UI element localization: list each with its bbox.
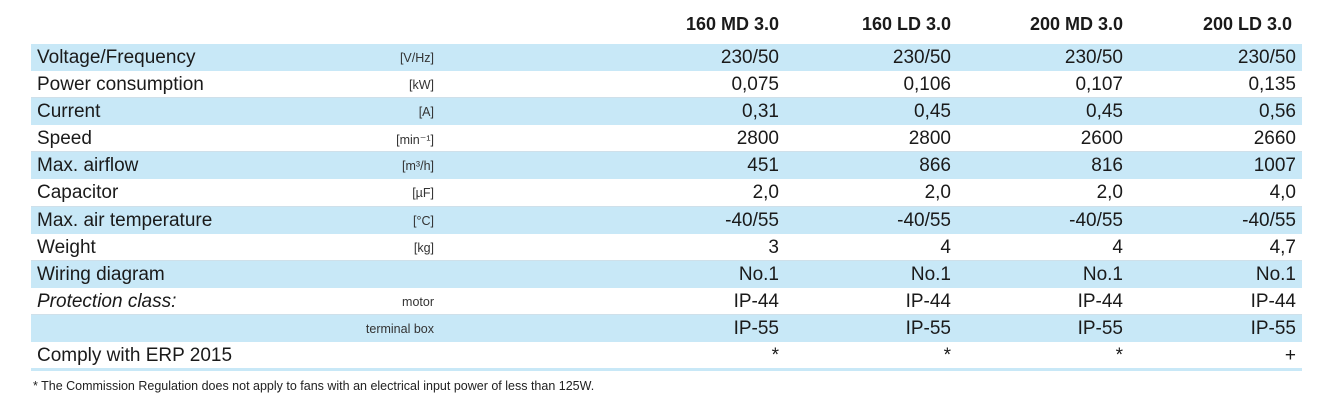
cell-value: 2,0 bbox=[1096, 182, 1123, 204]
cell-value: 0,107 bbox=[1075, 74, 1123, 96]
row-label: Protection class: bbox=[37, 290, 177, 312]
cell-value: -40/55 bbox=[725, 209, 779, 231]
cell-value: + bbox=[1284, 345, 1296, 367]
table-row: Max. airflow [m³/h] 451 866 816 1007 bbox=[31, 152, 1302, 180]
row-label: Capacitor bbox=[37, 182, 119, 204]
cell-value: 0,45 bbox=[914, 101, 951, 123]
table-row: Current [A] 0,31 0,45 0,45 0,56 bbox=[31, 98, 1302, 126]
cell-value: 816 bbox=[1091, 155, 1123, 177]
cell-value: 230/50 bbox=[892, 47, 951, 68]
row-label: Speed bbox=[37, 128, 92, 150]
row-label: Max. airflow bbox=[37, 155, 139, 177]
table-row: Wiring diagram No.1 No.1 No.1 No.1 bbox=[31, 260, 1302, 288]
cell-value: 4,0 bbox=[1269, 182, 1296, 204]
cell-value: * bbox=[943, 345, 951, 367]
cell-value: 0,106 bbox=[903, 74, 951, 96]
row-label: Comply with ERP 2015 bbox=[37, 345, 233, 367]
row-unit: [V/Hz] bbox=[399, 51, 434, 65]
row-unit: [µF] bbox=[412, 186, 434, 201]
spec-table: Voltage/Frequency [V/Hz] 230/50 230/50 2… bbox=[31, 44, 1302, 372]
cell-value: IP-44 bbox=[1077, 290, 1123, 312]
cell-value: * bbox=[771, 345, 779, 367]
cell-value: IP-44 bbox=[1250, 290, 1296, 312]
cell-value: 0,135 bbox=[1248, 74, 1296, 96]
cell-value: 230/50 bbox=[720, 47, 779, 68]
cell-value: IP-44 bbox=[905, 290, 951, 312]
cell-value: IP-55 bbox=[1077, 317, 1123, 339]
cell-value: 2,0 bbox=[924, 182, 951, 204]
row-label: Voltage/Frequency bbox=[37, 47, 196, 68]
cell-value: IP-55 bbox=[733, 317, 779, 339]
model-header-160md: 160 MD 3.0 bbox=[685, 14, 779, 34]
cell-value: 866 bbox=[919, 155, 951, 177]
cell-value: 2,0 bbox=[752, 182, 779, 204]
table-row: Weight [kg] 3 4 4 4,7 bbox=[31, 234, 1302, 261]
cell-value: 0,31 bbox=[742, 101, 779, 123]
cell-value: No.1 bbox=[1082, 263, 1123, 285]
row-unit: [°C] bbox=[413, 213, 434, 228]
table-row: Speed [min⁻¹] 2800 2800 2600 2660 bbox=[31, 125, 1302, 153]
row-unit: [kg] bbox=[413, 240, 434, 255]
row-unit: [m³/h] bbox=[402, 159, 434, 174]
cell-value: -40/55 bbox=[897, 209, 951, 231]
cell-value: 2600 bbox=[1080, 128, 1123, 150]
row-label: Weight bbox=[37, 236, 96, 258]
row-label: Max. air temperature bbox=[37, 209, 213, 231]
cell-value: * bbox=[1115, 345, 1123, 367]
table-row: terminal box IP-55 IP-55 IP-55 IP-55 bbox=[31, 314, 1302, 343]
row-unit: [A] bbox=[418, 105, 434, 120]
table-row: Comply with ERP 2015 * * * + bbox=[31, 342, 1302, 372]
cell-value: 2660 bbox=[1253, 128, 1296, 150]
footnote: * The Commission Regulation does not app… bbox=[33, 379, 595, 393]
cell-value: No.1 bbox=[910, 263, 951, 285]
cell-value: 451 bbox=[747, 155, 779, 177]
cell-value: 230/50 bbox=[1064, 47, 1123, 68]
cell-value: IP-44 bbox=[733, 290, 779, 312]
row-unit: terminal box bbox=[365, 321, 434, 336]
cell-value: -40/55 bbox=[1242, 209, 1296, 231]
row-label: Current bbox=[37, 101, 101, 123]
cell-value: 4 bbox=[1112, 236, 1123, 258]
row-unit: [kW] bbox=[409, 78, 434, 93]
table-row: Capacitor [µF] 2,0 2,0 2,0 4,0 bbox=[31, 179, 1302, 207]
cell-value: IP-55 bbox=[1250, 317, 1296, 339]
cell-value: 230/50 bbox=[1237, 47, 1296, 68]
cell-value: 0,075 bbox=[731, 74, 779, 96]
table-row: Protection class: motor IP-44 IP-44 IP-4… bbox=[31, 288, 1302, 315]
cell-value: 2800 bbox=[736, 128, 779, 150]
cell-value: IP-55 bbox=[905, 317, 951, 339]
model-header-200md: 200 MD 3.0 bbox=[1029, 14, 1123, 34]
cell-value: 4,7 bbox=[1269, 236, 1296, 258]
cell-value: 2800 bbox=[908, 128, 951, 150]
row-unit: [min⁻¹] bbox=[396, 133, 434, 148]
table-row: Max. air temperature [°C] -40/55 -40/55 … bbox=[31, 206, 1302, 234]
cell-value: 1007 bbox=[1253, 155, 1296, 177]
row-label: Wiring diagram bbox=[37, 263, 165, 285]
model-header-160ld: 160 LD 3.0 bbox=[861, 14, 951, 34]
cell-value: No.1 bbox=[738, 263, 779, 285]
table-row: Power consumption [kW] 0,075 0,106 0,107… bbox=[31, 71, 1302, 99]
row-unit: motor bbox=[402, 294, 434, 309]
cell-value: No.1 bbox=[1255, 263, 1296, 285]
row-label: Power consumption bbox=[37, 74, 204, 96]
cell-value: 0,56 bbox=[1259, 101, 1296, 123]
table-row: Voltage/Frequency [V/Hz] 230/50 230/50 2… bbox=[31, 44, 1302, 72]
cell-value: 3 bbox=[768, 236, 779, 258]
cell-value: -40/55 bbox=[1069, 209, 1123, 231]
model-header-200ld: 200 LD 3.0 bbox=[1202, 14, 1292, 34]
cell-value: 0,45 bbox=[1086, 101, 1123, 123]
cell-value: 4 bbox=[940, 236, 951, 258]
table-header: 160 MD 3.0 160 LD 3.0 200 MD 3.0 200 LD … bbox=[0, 14, 1323, 44]
